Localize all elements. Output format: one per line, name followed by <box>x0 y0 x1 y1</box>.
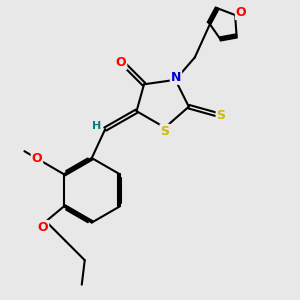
Text: N: N <box>171 71 181 84</box>
Text: O: O <box>116 56 126 69</box>
Text: S: S <box>217 109 226 122</box>
Text: O: O <box>32 152 42 165</box>
Text: S: S <box>160 125 169 138</box>
Text: O: O <box>236 6 246 19</box>
Text: H: H <box>92 121 101 130</box>
Text: O: O <box>38 221 48 234</box>
